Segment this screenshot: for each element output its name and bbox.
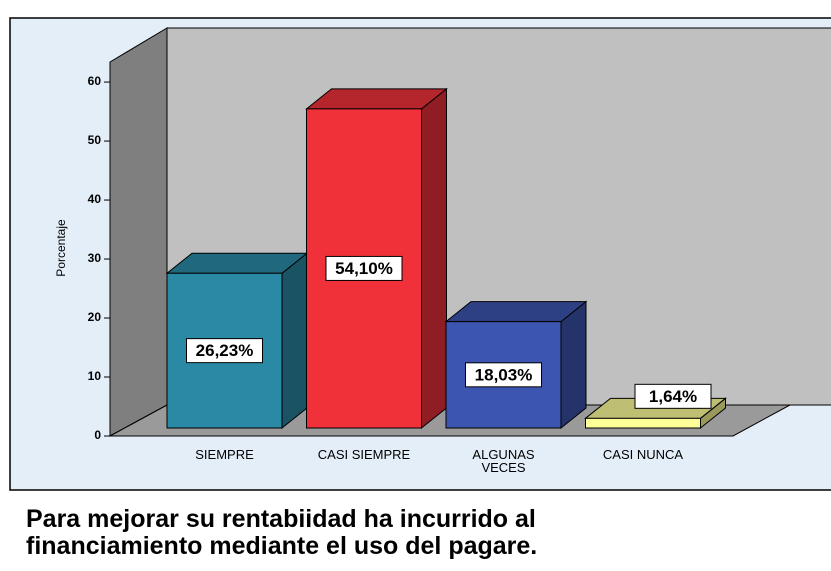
- bar: [585, 417, 701, 429]
- x-tick-label: CASI NUNCA: [602, 447, 684, 462]
- y-axis-label: Porcentaje: [54, 219, 68, 277]
- value-label-box: [465, 362, 542, 388]
- value-label: 1,64%: [649, 387, 697, 406]
- value-label-box: [186, 338, 263, 364]
- bar-top: [444, 301, 588, 323]
- y-tick-label: 20: [88, 310, 102, 324]
- value-label: 18,03%: [475, 365, 533, 384]
- value-label: 26,23%: [196, 341, 254, 360]
- y-tick-label: 40: [88, 192, 102, 206]
- y-tick-label: 60: [88, 74, 102, 88]
- value-label: 54,10%: [335, 259, 393, 278]
- y-tick-label: 50: [88, 133, 102, 147]
- value-label-box: [634, 383, 712, 409]
- bar-side: [560, 300, 587, 430]
- y-tick-label: 30: [88, 251, 102, 265]
- chart-title: Para mejorar su rentabiidad ha incurrido…: [26, 505, 538, 560]
- y-tick-label: 10: [88, 369, 102, 383]
- bar-side: [421, 87, 447, 430]
- x-tick-label: ALGUNAS VECES: [472, 447, 535, 475]
- value-label-box: [325, 255, 403, 281]
- x-tick-label: CASI SIEMPRE: [317, 447, 411, 462]
- y-tick-label: 0: [94, 428, 101, 442]
- bar-side: [281, 252, 308, 430]
- bar-top: [305, 88, 448, 110]
- left-wall: [109, 27, 168, 437]
- bar-top: [165, 252, 309, 274]
- x-tick-label: SIEMPRE: [195, 447, 254, 462]
